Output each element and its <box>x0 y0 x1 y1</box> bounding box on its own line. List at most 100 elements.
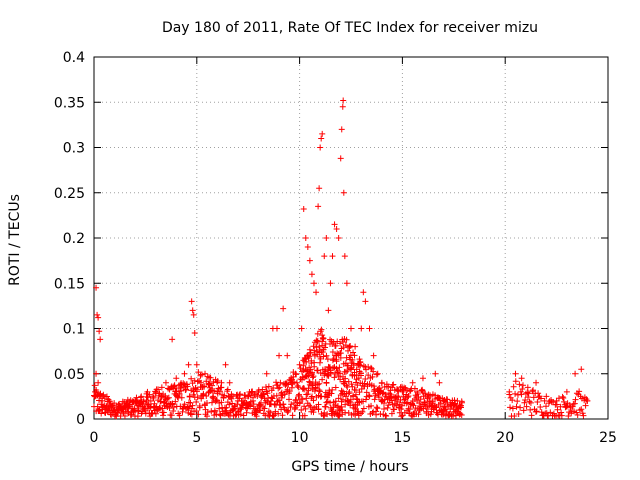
data-point <box>560 395 567 402</box>
data-point <box>338 403 345 410</box>
data-point <box>342 342 349 349</box>
data-point <box>296 361 303 368</box>
data-point <box>296 400 303 407</box>
data-point <box>276 384 283 391</box>
data-point <box>218 379 225 386</box>
data-point <box>373 371 380 378</box>
data-points <box>91 97 591 420</box>
data-point <box>101 402 108 409</box>
data-point <box>327 280 334 287</box>
data-point <box>164 395 171 402</box>
data-point <box>321 409 328 416</box>
data-point <box>179 408 186 415</box>
data-point <box>352 343 359 350</box>
data-point <box>323 352 330 359</box>
data-point <box>576 388 583 395</box>
data-point <box>299 396 306 403</box>
data-point <box>158 393 165 400</box>
data-point <box>379 390 386 397</box>
data-point <box>345 362 352 369</box>
data-point <box>565 412 572 419</box>
data-point <box>313 289 320 296</box>
y-tick-label: 0.2 <box>63 231 85 247</box>
data-point <box>316 343 323 350</box>
data-point <box>160 412 167 419</box>
data-point <box>307 349 314 356</box>
data-point <box>157 398 164 405</box>
grid <box>94 57 608 419</box>
data-point <box>365 363 372 370</box>
data-point <box>314 337 321 344</box>
data-point <box>103 393 110 400</box>
data-point <box>380 400 387 407</box>
data-point <box>269 395 276 402</box>
data-point <box>518 375 525 382</box>
data-point <box>343 382 350 389</box>
data-point <box>184 404 191 411</box>
data-point <box>267 409 274 416</box>
data-point <box>528 412 535 419</box>
data-point <box>349 356 356 363</box>
data-point <box>262 384 269 391</box>
data-point <box>324 411 331 418</box>
data-point <box>521 399 528 406</box>
data-point <box>306 346 313 353</box>
data-point <box>522 396 529 403</box>
data-point <box>329 408 336 415</box>
data-point <box>440 407 447 414</box>
y-axis-label: ROTI / TECUs <box>7 194 23 286</box>
data-point <box>155 406 162 413</box>
data-point <box>527 406 534 413</box>
data-point <box>211 388 218 395</box>
data-point <box>348 381 355 388</box>
data-point <box>314 367 321 374</box>
data-point <box>335 395 342 402</box>
data-point <box>302 235 309 241</box>
data-point <box>558 409 565 416</box>
data-point <box>353 395 360 402</box>
data-point <box>553 397 560 404</box>
data-point <box>331 374 338 381</box>
data-point <box>193 361 200 368</box>
data-point <box>200 391 207 398</box>
data-point <box>208 408 215 415</box>
data-point <box>517 404 524 411</box>
x-tick-label: 5 <box>192 430 201 446</box>
data-point <box>391 406 398 413</box>
data-point <box>559 393 566 400</box>
data-point <box>224 386 231 393</box>
data-point <box>360 363 367 370</box>
data-point <box>440 397 447 404</box>
data-point <box>321 344 328 351</box>
data-point <box>263 370 270 377</box>
data-point <box>223 404 230 411</box>
data-point <box>351 352 358 359</box>
data-point <box>280 401 287 408</box>
data-point <box>368 364 375 371</box>
data-point <box>176 391 183 398</box>
data-point <box>211 407 218 414</box>
data-point <box>240 412 247 419</box>
data-point <box>369 409 376 416</box>
data-point <box>514 391 521 398</box>
data-point <box>285 381 292 388</box>
data-point <box>366 325 373 332</box>
y-tick-label: 0.4 <box>63 50 85 66</box>
data-point <box>111 406 118 413</box>
data-point <box>349 383 356 390</box>
data-point <box>273 379 280 386</box>
data-point <box>543 393 550 400</box>
data-point <box>368 402 375 409</box>
data-point <box>294 383 301 390</box>
data-point <box>525 390 532 397</box>
data-point <box>373 411 380 418</box>
data-point <box>189 307 196 314</box>
data-point <box>167 401 174 408</box>
data-point <box>357 362 364 369</box>
data-point <box>562 404 569 411</box>
data-point <box>319 332 326 339</box>
data-point <box>165 394 172 401</box>
data-point <box>273 325 280 332</box>
data-point <box>383 412 390 419</box>
data-point <box>119 408 126 415</box>
